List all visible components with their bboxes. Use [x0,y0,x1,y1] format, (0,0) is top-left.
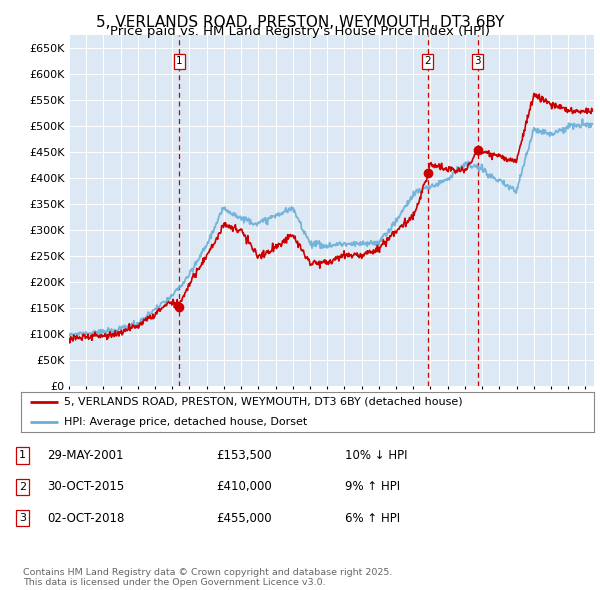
Text: 5, VERLANDS ROAD, PRESTON, WEYMOUTH, DT3 6BY: 5, VERLANDS ROAD, PRESTON, WEYMOUTH, DT3… [96,15,504,30]
Text: 2: 2 [19,482,26,491]
Text: 5, VERLANDS ROAD, PRESTON, WEYMOUTH, DT3 6BY (detached house): 5, VERLANDS ROAD, PRESTON, WEYMOUTH, DT3… [64,397,463,407]
Text: 1: 1 [19,451,26,460]
Text: 29-MAY-2001: 29-MAY-2001 [47,449,124,462]
Text: 10% ↓ HPI: 10% ↓ HPI [345,449,407,462]
Text: Price paid vs. HM Land Registry's House Price Index (HPI): Price paid vs. HM Land Registry's House … [110,25,490,38]
Text: 1: 1 [176,57,182,67]
Text: £455,000: £455,000 [216,512,272,525]
Text: 3: 3 [19,513,26,523]
Text: HPI: Average price, detached house, Dorset: HPI: Average price, detached house, Dors… [64,417,307,427]
Text: £153,500: £153,500 [216,449,272,462]
Text: 2: 2 [424,57,431,67]
Text: 02-OCT-2018: 02-OCT-2018 [47,512,124,525]
Text: 30-OCT-2015: 30-OCT-2015 [47,480,124,493]
Text: Contains HM Land Registry data © Crown copyright and database right 2025.
This d: Contains HM Land Registry data © Crown c… [23,568,392,587]
Text: 3: 3 [475,57,481,67]
Text: 9% ↑ HPI: 9% ↑ HPI [345,480,400,493]
Text: £410,000: £410,000 [216,480,272,493]
Text: 6% ↑ HPI: 6% ↑ HPI [345,512,400,525]
